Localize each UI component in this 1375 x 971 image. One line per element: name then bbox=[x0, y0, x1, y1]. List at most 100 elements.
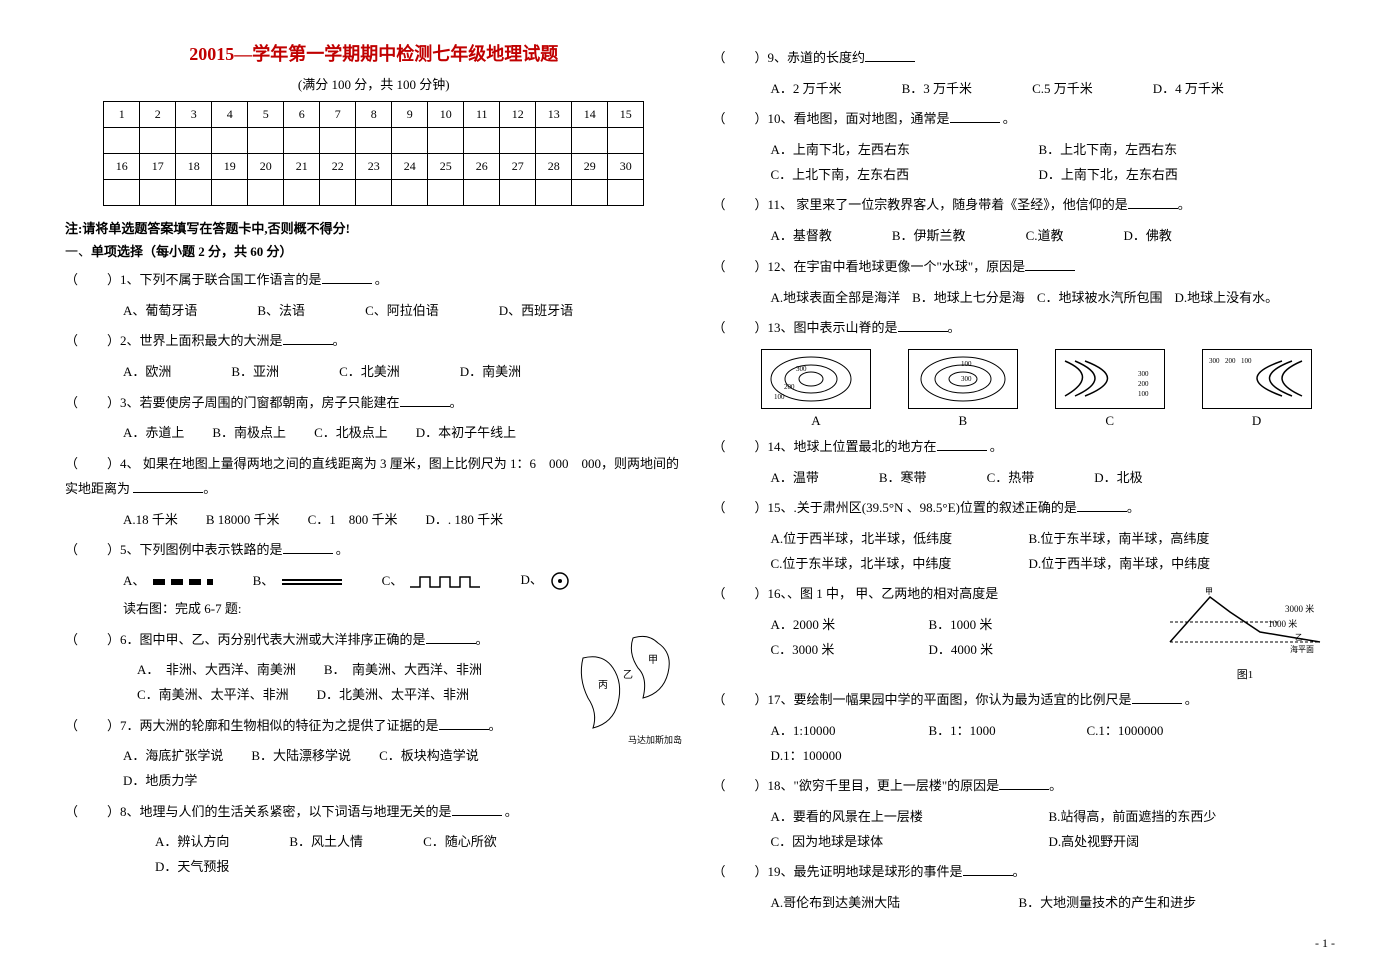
grid-cell: 30 bbox=[608, 154, 644, 180]
q8: （ ）8、地理与人们的生活关系紧密，以下词语与地理无关的是 。 bbox=[65, 800, 683, 825]
rail-icon-a bbox=[153, 577, 213, 587]
grid-cell: 3 bbox=[176, 102, 212, 128]
grid-cell: 28 bbox=[536, 154, 572, 180]
q7-opts: A．海底扩张学说B．大陆漂移学说C．板块构造学说D．地质力学 bbox=[65, 744, 683, 793]
svg-text:100: 100 bbox=[961, 360, 972, 368]
svg-text:300: 300 bbox=[796, 365, 807, 373]
grid-cell: 5 bbox=[248, 102, 284, 128]
q3: （ ）3、若要使房子周围的门窗都朝南，房子只能建在。 bbox=[65, 391, 683, 416]
svg-text:200: 200 bbox=[1138, 380, 1149, 388]
svg-text:100: 100 bbox=[1138, 390, 1149, 398]
grid-cell: 12 bbox=[500, 102, 536, 128]
svg-text:200: 200 bbox=[1225, 357, 1236, 365]
grid-cell: 6 bbox=[284, 102, 320, 128]
grid-cell: 22 bbox=[320, 154, 356, 180]
svg-text:300: 300 bbox=[961, 375, 972, 383]
grid-cell: 15 bbox=[608, 102, 644, 128]
grid-cell: 25 bbox=[428, 154, 464, 180]
grid-cell: 19 bbox=[212, 154, 248, 180]
grid-cell: 13 bbox=[536, 102, 572, 128]
grid-cell: 4 bbox=[212, 102, 248, 128]
svg-text:100: 100 bbox=[1241, 357, 1252, 365]
grid-cell: 23 bbox=[356, 154, 392, 180]
q9: （ ）9、赤道的长度约 bbox=[713, 46, 1331, 71]
q2: （ ）2、世界上面积最大的大洲是。 bbox=[65, 329, 683, 354]
q1-opts: A、葡萄牙语B、法语C、阿拉伯语D、西班牙语 bbox=[65, 299, 683, 324]
exam-title: 20015—学年第一学期期中检测七年级地理试题 bbox=[65, 40, 683, 66]
section-1-head: 一、单项选择（每小题 2 分，共 60 分） bbox=[65, 241, 683, 260]
grid-row-1: 1 2 3 4 5 6 7 8 9 10 11 12 13 14 15 bbox=[104, 102, 644, 128]
grid-row-1-blank bbox=[104, 128, 644, 154]
q13-figures: 300200100 A 100300 B 300200100 C 3002001… bbox=[743, 349, 1331, 429]
grid-cell: 17 bbox=[140, 154, 176, 180]
contour-c: 300 200 100 bbox=[1055, 349, 1165, 409]
grid-cell: 18 bbox=[176, 154, 212, 180]
q17: （ ）17、要绘制一幅果园中学的平面图，你认为最为适宜的比例尺是 。 bbox=[713, 688, 1331, 713]
grid-cell: 11 bbox=[464, 102, 500, 128]
rail-icon-c bbox=[410, 575, 480, 589]
grid-cell: 16 bbox=[104, 154, 140, 180]
grid-cell: 9 bbox=[392, 102, 428, 128]
elevation-figure: 甲 3000 米 1000 米 乙 海平面 图1 bbox=[1160, 582, 1330, 682]
q18: （ ）18、"欲穷千里目，更上一层楼"的原因是。 bbox=[713, 774, 1331, 799]
grid-cell: 1 bbox=[104, 102, 140, 128]
grid-cell: 14 bbox=[572, 102, 608, 128]
svg-text:3000 米: 3000 米 bbox=[1285, 603, 1314, 614]
svg-text:海平面: 海平面 bbox=[1290, 644, 1314, 654]
q5: （ ）5、下列图例中表示铁路的是 。 bbox=[65, 538, 683, 563]
exam-subtitle: (满分 100 分，共 100 分钟) bbox=[65, 74, 683, 93]
note: 注:请将单选题答案填写在答题卡中,否则概不得分! bbox=[65, 218, 683, 237]
q14: （ ）14、地球上位置最北的地方在 。 bbox=[713, 435, 1331, 460]
page-number: - 1 - bbox=[1315, 936, 1335, 951]
q12: （ ）12、在宇宙中看地球更像一个"水球"，原因是 bbox=[713, 255, 1331, 280]
svg-text:200: 200 bbox=[784, 383, 795, 391]
q5-opts: A、 B、 C、 D、 bbox=[65, 569, 683, 591]
q4: （ ）4、 如果在地图上量得两地之间的直线距离为 3 厘米，图上比例尺为 1：6… bbox=[65, 452, 683, 501]
contour-b: 100 300 bbox=[908, 349, 1018, 409]
q8-opts: A．辨认方向B．风土人情C．随心所欲D．天气预报 bbox=[65, 830, 683, 879]
q17-opts: A．1:10000B．1：1000C.1：1000000D.1：100000 bbox=[713, 719, 1331, 768]
q11: （ ）11、 家里来了一位宗教界客人，随身带着《圣经》，他信仰的是。 bbox=[713, 193, 1331, 218]
grid-cell: 7 bbox=[320, 102, 356, 128]
svg-text:马达加斯加岛: 马达加斯加岛 bbox=[628, 734, 682, 745]
answer-grid: 1 2 3 4 5 6 7 8 9 10 11 12 13 14 15 16 bbox=[103, 101, 644, 206]
svg-text:乙: 乙 bbox=[1295, 633, 1303, 642]
grid-row-2-blank bbox=[104, 180, 644, 206]
q19: （ ）19、最先证明地球是球形的事件是。 bbox=[713, 860, 1331, 885]
continents-figure: 丙 甲 乙 马达加斯加岛 bbox=[573, 628, 683, 748]
grid-cell: 2 bbox=[140, 102, 176, 128]
q6-intro: 读右图：完成 6-7 题: bbox=[65, 597, 683, 622]
svg-text:甲: 甲 bbox=[1205, 587, 1213, 596]
q15: （ ）15、.关于肃州区(39.5°N 、98.5°E)位置的叙述正确的是。 bbox=[713, 496, 1331, 521]
rail-icon-d bbox=[550, 571, 570, 591]
svg-text:丙: 丙 bbox=[598, 680, 608, 691]
q15-opts: A.位于西半球，北半球，低纬度B.位于东半球，南半球，高纬度 C.位于东半球，北… bbox=[713, 527, 1331, 576]
contour-a: 300 200 100 bbox=[761, 349, 871, 409]
svg-text:乙: 乙 bbox=[623, 669, 633, 681]
q16-block: 甲 3000 米 1000 米 乙 海平面 图1 （ ）16、、图 1 中， 甲… bbox=[713, 582, 1331, 682]
svg-text:1000 米: 1000 米 bbox=[1268, 618, 1297, 629]
q2-opts: A．欧洲B．亚洲C．北美洲D．南美洲 bbox=[65, 360, 683, 385]
grid-cell: 21 bbox=[284, 154, 320, 180]
grid-row-2: 16 17 18 19 20 21 22 23 24 25 26 27 28 2… bbox=[104, 154, 644, 180]
svg-text:100: 100 bbox=[774, 393, 785, 401]
q4-opts: A.18 千米B 18000 千米C．1 800 千米D．. 180 千米 bbox=[65, 508, 683, 533]
grid-cell: 24 bbox=[392, 154, 428, 180]
q18-opts: A．要看的风景在上一层楼B.站得高，前面遮挡的东西少 C．因为地球是球体D.高处… bbox=[713, 805, 1331, 854]
q9-opts: A．2 万千米B．3 万千米C.5 万千米D．4 万千米 bbox=[713, 77, 1331, 102]
rail-icon-b bbox=[282, 577, 342, 587]
q14-opts: A．温带B．寒带C．热带D．北极 bbox=[713, 466, 1331, 491]
svg-text:300: 300 bbox=[1138, 370, 1149, 378]
grid-cell: 29 bbox=[572, 154, 608, 180]
q11-opts: A．基督教B．伊斯兰教C.道教D．佛教 bbox=[713, 224, 1331, 249]
q10-opts: A．上南下北，左西右东B．上北下南，左西右东 C．上北下南，左东右西D．上南下北… bbox=[713, 138, 1331, 187]
q12-opts: A.地球表面全部是海洋B．地球上七分是海C．地球被水汽所包围D.地球上没有水。 bbox=[713, 286, 1331, 311]
svg-text:300: 300 bbox=[1209, 357, 1220, 365]
grid-cell: 10 bbox=[428, 102, 464, 128]
q10: （ ）10、看地图，面对地图，通常是 。 bbox=[713, 107, 1331, 132]
grid-cell: 20 bbox=[248, 154, 284, 180]
contour-d: 300 200 100 bbox=[1202, 349, 1312, 409]
q13: （ ）13、图中表示山脊的是。 bbox=[713, 316, 1331, 341]
grid-cell: 26 bbox=[464, 154, 500, 180]
q3-opts: A．赤道上B．南极点上C．北极点上D．本初子午线上 bbox=[65, 421, 683, 446]
